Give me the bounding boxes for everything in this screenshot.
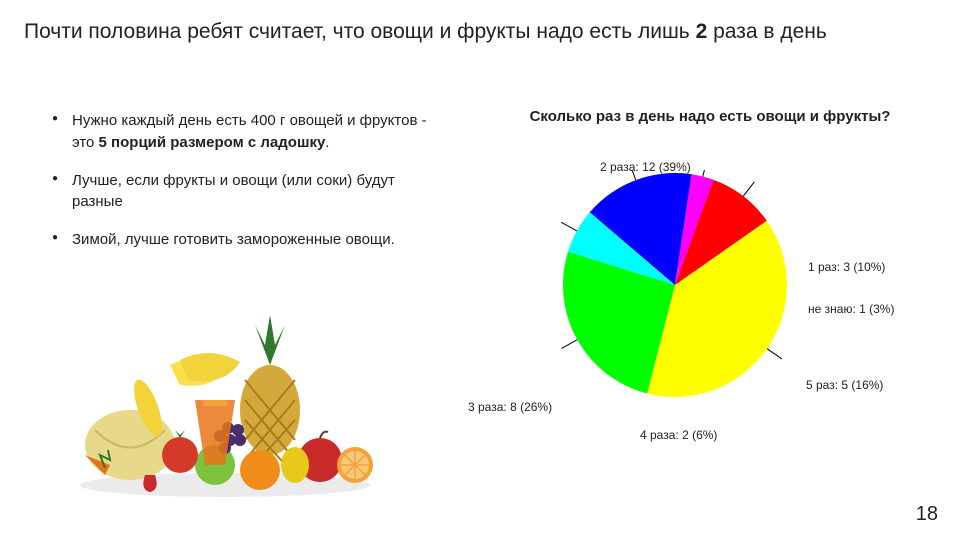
title-post: раза в день — [707, 20, 827, 43]
left-column: Нужно каждый день есть 400 г овощей и фр… — [52, 110, 432, 267]
pie-chart — [560, 170, 790, 400]
leader-line — [562, 340, 578, 349]
bullet-pre: Лучше, если фрукты и овощи (или соки) бу… — [72, 172, 395, 211]
list-item: Лучше, если фрукты и овощи (или соки) бу… — [52, 170, 432, 214]
list-item: Нужно каждый день есть 400 г овощей и фр… — [52, 110, 432, 154]
leader-line — [743, 182, 754, 196]
slice-label: 1 раз: 3 (10%) — [808, 260, 885, 274]
bullet-pre: Зимой, лучше готовить замороженные овощи… — [72, 231, 395, 248]
slice-label: 3 раза: 8 (26%) — [468, 400, 552, 414]
chart-title: Сколько раз в день надо есть овощи и фру… — [490, 108, 930, 125]
leader-line — [561, 222, 577, 231]
slice-label: не знаю: 1 (3%) — [808, 302, 894, 316]
slide-title: Почти половина ребят считает, что овощи … — [24, 18, 936, 45]
slide-number: 18 — [916, 503, 938, 526]
bullet-list: Нужно каждый день есть 400 г овощей и фр… — [52, 110, 432, 251]
title-pre: Почти половина ребят считает, что овощи … — [24, 20, 696, 43]
leader-line — [703, 170, 707, 176]
slice-label: 4 раза: 2 (6%) — [640, 428, 717, 442]
list-item: Зимой, лучше готовить замороженные овощи… — [52, 229, 432, 251]
bullet-bold: 5 порций размером с ладошку — [99, 134, 326, 151]
fruits-image — [70, 310, 380, 500]
slice-label: 2 раза: 12 (39%) — [600, 160, 691, 174]
bullet-post: . — [325, 134, 329, 151]
title-bold: 2 — [696, 20, 708, 43]
slice-label: 5 раз: 5 (16%) — [806, 378, 883, 392]
leader-line — [767, 349, 782, 359]
